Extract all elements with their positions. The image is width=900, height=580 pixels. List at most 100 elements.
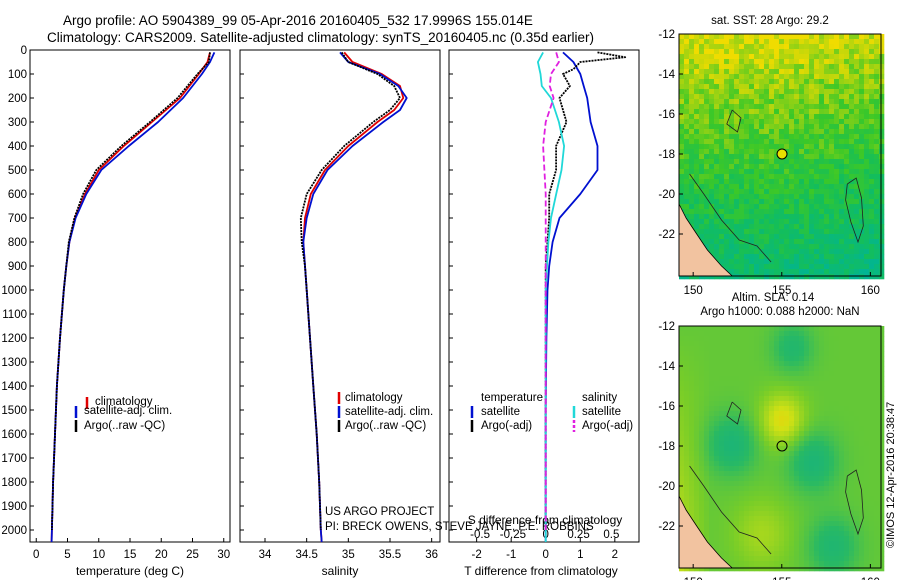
- map-cell: [774, 204, 780, 210]
- map-cell: [859, 441, 865, 447]
- map-cell: [879, 381, 885, 387]
- map-cell: [774, 99, 780, 105]
- map-cell: [834, 209, 840, 215]
- map-cell: [684, 366, 690, 372]
- difference-panel-frame: [448, 49, 640, 543]
- map-cell: [849, 124, 855, 130]
- map-cell: [829, 561, 835, 567]
- map-cell: [779, 174, 785, 180]
- map-cell: [679, 84, 685, 90]
- map-cell: [824, 249, 830, 255]
- map-cell: [769, 441, 775, 447]
- map-cell: [719, 219, 725, 225]
- map-cell: [764, 139, 770, 145]
- map-cell: [769, 39, 775, 45]
- map-cell: [799, 134, 805, 140]
- chart-title-line2: Climatology: CARS2009. Satellite-adjuste…: [47, 30, 595, 45]
- map-cell: [729, 361, 735, 367]
- map-cell: [809, 516, 815, 522]
- map-cell: [754, 204, 760, 210]
- map-cell: [679, 169, 685, 175]
- map-cell: [784, 411, 790, 417]
- map-cell: [709, 461, 715, 467]
- map-cell: [699, 154, 705, 160]
- map-cell: [794, 531, 800, 537]
- map-cell: [764, 114, 770, 120]
- map-cell: [714, 426, 720, 432]
- map-cell: [774, 396, 780, 402]
- map-cell: [709, 234, 715, 240]
- map-cell: [744, 169, 750, 175]
- map-cell: [714, 79, 720, 85]
- map-cell: [859, 259, 865, 265]
- map-cell: [794, 546, 800, 552]
- map-cell: [809, 224, 815, 230]
- map-cell: [839, 69, 845, 75]
- map-cell: [784, 341, 790, 347]
- map-cell: [879, 139, 885, 145]
- difference-xlabel: T difference from climatology: [464, 564, 618, 578]
- map-cell: [844, 426, 850, 432]
- map-cell: [824, 204, 830, 210]
- map-cell: [769, 491, 775, 497]
- map-cell: [814, 386, 820, 392]
- map-cell: [794, 174, 800, 180]
- map-cell: [794, 426, 800, 432]
- map-cell: [739, 446, 745, 452]
- map-cell: [784, 471, 790, 477]
- map-cell: [734, 99, 740, 105]
- map-cell: [839, 556, 845, 562]
- map-cell: [854, 536, 860, 542]
- map-cell: [809, 521, 815, 527]
- map-cell: [739, 521, 745, 527]
- map-cell: [844, 466, 850, 472]
- map-cell: [859, 149, 865, 155]
- map-cell: [854, 219, 860, 225]
- map-cell: [814, 124, 820, 130]
- map-cell: [844, 179, 850, 185]
- map-cell: [774, 54, 780, 60]
- map-cell: [784, 486, 790, 492]
- map-cell: [714, 356, 720, 362]
- map-cell: [869, 456, 875, 462]
- map-cell: [754, 456, 760, 462]
- map-cell: [829, 491, 835, 497]
- legend-label-satellite: satellite-adj. clim.: [345, 406, 433, 418]
- map-cell: [784, 69, 790, 75]
- map-cell: [864, 154, 870, 160]
- map-cell: [804, 461, 810, 467]
- map-cell: [824, 54, 830, 60]
- map-cell: [709, 94, 715, 100]
- map-cell: [879, 89, 885, 95]
- temperature-panel-frame: [29, 49, 231, 543]
- map-cell: [854, 356, 860, 362]
- map-cell: [724, 361, 730, 367]
- map-cell: [779, 129, 785, 135]
- map-cell: [849, 134, 855, 140]
- map-cell: [849, 89, 855, 95]
- map-cell: [789, 376, 795, 382]
- map-cell: [749, 64, 755, 70]
- map-cell: [789, 561, 795, 567]
- map-cell: [734, 134, 740, 140]
- map-cell: [759, 39, 765, 45]
- map-cell: [769, 486, 775, 492]
- map-cell: [859, 451, 865, 457]
- map-cell: [874, 84, 880, 90]
- map-cell: [724, 244, 730, 250]
- map-cell: [829, 79, 835, 85]
- map-cell: [749, 496, 755, 502]
- map-cell: [869, 326, 875, 332]
- map-cell: [724, 254, 730, 260]
- map-cell: [764, 526, 770, 532]
- x-tick-label-0: 0: [543, 549, 549, 561]
- map-cell: [839, 371, 845, 377]
- map-cell: [859, 466, 865, 472]
- map-cell: [739, 426, 745, 432]
- y-tick-label-1600: 1600: [1, 429, 27, 441]
- map-cell: [774, 109, 780, 115]
- map-cell: [829, 386, 835, 392]
- map-cell: [859, 154, 865, 160]
- map-cell: [844, 391, 850, 397]
- map-cell: [764, 54, 770, 60]
